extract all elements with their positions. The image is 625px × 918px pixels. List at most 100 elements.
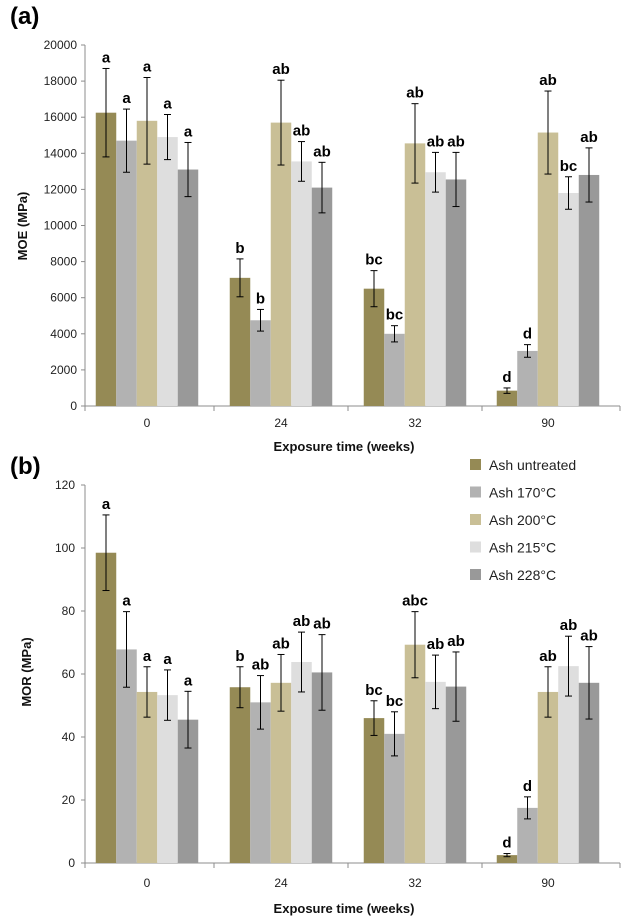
- legend-swatch: [470, 569, 481, 580]
- panel-b-x-tick-label: 24: [274, 876, 288, 890]
- panel-b-y-axis-title: MOR (MPa): [19, 637, 34, 706]
- legend-label: Ash 200°C: [489, 512, 556, 528]
- panel-b-y-tick-label: 60: [62, 667, 76, 681]
- panel-a-significance-label: d: [502, 369, 511, 386]
- panel-a-y-tick-label: 0: [70, 399, 77, 413]
- panel-a-significance-label: d: [523, 326, 532, 343]
- panel-b-legend: Ash untreated Ash 170°C Ash 200°C Ash 215°C…: [462, 447, 612, 591]
- panel-b-significance-label: ab: [580, 628, 598, 645]
- panel-a-significance-label: b: [256, 290, 265, 307]
- panel-b-bar: [578, 682, 600, 863]
- legend-label: Ash 170°C: [489, 485, 556, 501]
- panel-b-y-tick-label: 20: [62, 793, 76, 807]
- panel-a-significance-label: ab: [447, 133, 465, 150]
- panel-a-bar: [311, 187, 333, 406]
- panel-b-y-tick-label: 80: [62, 604, 76, 618]
- panel-b-significance-label: d: [523, 778, 532, 795]
- panel-a-bar: [177, 169, 199, 406]
- panel-a-bar: [404, 143, 426, 406]
- panel-a-bar: [116, 140, 137, 407]
- panel-a-significance-label: a: [184, 123, 193, 140]
- panel-a-chart: (a) 0 2000 4000 6000 8000 10000 12000 14000 1600…: [10, 3, 621, 454]
- panel-b-significance-label: a: [143, 648, 152, 665]
- panel-b-significance-label: bc: [386, 693, 404, 710]
- panel-a-significance-label: a: [143, 58, 152, 75]
- panel-b-significance-label: ab: [447, 633, 465, 650]
- panel-b-bar: [445, 686, 467, 863]
- panel-a-y-tick-label: 12000: [44, 182, 78, 196]
- panel-b-bar: [136, 691, 158, 863]
- panel-b-bar: [229, 687, 251, 863]
- panel-a-y-tick-label: 6000: [50, 291, 77, 305]
- panel-b-significance-label: b: [235, 648, 244, 665]
- panel-b-bar: [425, 681, 446, 863]
- panel-b-significance-label: d: [502, 835, 511, 852]
- panel-a-bar: [445, 179, 467, 406]
- panel-a-significance-label: ab: [580, 129, 598, 146]
- panel-b-bar: [558, 666, 579, 863]
- panel-a-x-tick-label: 90: [541, 416, 555, 430]
- panel-b-x-axis-title: Exposure time (weeks): [274, 901, 415, 916]
- legend-swatch: [470, 486, 481, 498]
- panel-b-significance-label: bc: [365, 682, 383, 699]
- legend-label: Ash 228°C: [489, 567, 556, 583]
- panel-b-bar: [177, 719, 199, 863]
- panel-b-significance-label: ab: [293, 613, 311, 630]
- panel-a-y-tick-label: 16000: [44, 110, 78, 124]
- panel-b-bar: [270, 682, 292, 863]
- panel-b-bar: [496, 855, 518, 863]
- panel-b-significance-label: ab: [272, 635, 290, 652]
- panel-a-bar: [291, 161, 312, 406]
- panel-a-bar: [384, 333, 405, 406]
- panel-b-label: (b): [10, 453, 41, 480]
- panel-a-bar: [425, 172, 446, 406]
- panel-b-significance-label: ab: [252, 657, 270, 674]
- panel-a-bar: [136, 120, 158, 406]
- panel-a-y-tick-label: 2000: [50, 363, 77, 377]
- panel-a-significance-label: bc: [560, 158, 578, 175]
- panel-b-x-tick-label: 32: [408, 876, 422, 890]
- panel-b-significance-label: ab: [539, 648, 557, 665]
- panel-a-significance-label: a: [102, 49, 111, 66]
- panel-a-significance-label: b: [235, 240, 244, 257]
- panel-a-bar: [558, 193, 579, 406]
- panel-b-bar: [363, 718, 385, 863]
- panel-a-significance-label: a: [163, 95, 172, 112]
- panel-b-bar: [291, 662, 312, 863]
- panel-a-y-tick-label: 10000: [44, 219, 78, 233]
- panel-b-y-tick-label: 0: [68, 856, 75, 870]
- panel-a-x-tick-label: 0: [144, 416, 151, 430]
- panel-a-x-tick-label: 24: [274, 416, 288, 430]
- panel-a-bar: [250, 320, 271, 406]
- panel-b-significance-label: a: [102, 496, 111, 513]
- panel-a-significance-label: bc: [365, 252, 383, 269]
- legend-swatch: [470, 541, 481, 553]
- panel-a-significance-label: ab: [427, 133, 445, 150]
- panel-a-y-tick-label: 18000: [44, 74, 78, 88]
- panel-a-significance-label: ab: [539, 72, 557, 89]
- panel-a-significance-label: ab: [293, 123, 311, 140]
- panel-b-x-tick-label: 90: [541, 876, 555, 890]
- panel-b-bar: [517, 807, 538, 863]
- panel-a-bar: [537, 132, 559, 407]
- panel-a-bar: [270, 122, 292, 407]
- legend-label: Ash 215°C: [489, 540, 556, 556]
- panel-b-bar: [157, 695, 178, 863]
- panel-a-y-tick-label: 20000: [44, 38, 78, 52]
- panel-b-bar: [404, 644, 426, 863]
- legend-swatch: [470, 514, 481, 525]
- panel-a-y-tick-label: 4000: [50, 327, 77, 341]
- panel-a-y-axis-title: MOE (MPa): [15, 192, 30, 261]
- panel-a-y-tick-label: 14000: [44, 146, 78, 160]
- panel-b-y-tick-label: 40: [62, 730, 76, 744]
- panel-b-significance-label: abc: [402, 593, 428, 610]
- panel-a-x-axis-title: Exposure time (weeks): [274, 439, 415, 454]
- panel-a-bar: [363, 288, 385, 406]
- panel-a-significance-label: ab: [406, 85, 424, 102]
- panel-a-y-tick-label: 8000: [50, 255, 77, 269]
- panel-b-bar: [250, 702, 271, 863]
- panel-a-bar: [229, 277, 251, 406]
- panel-b-bar: [384, 733, 405, 863]
